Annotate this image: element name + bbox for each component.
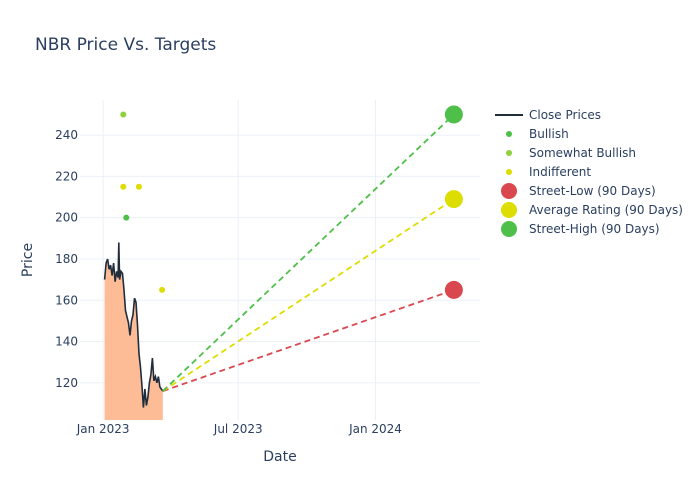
- legend-label: Bullish: [529, 127, 569, 141]
- legend-label: Street-Low (90 Days): [529, 184, 656, 198]
- legend: Close Prices Bullish Somewhat Bullish Indif…: [495, 108, 683, 237]
- close-price-line: [103, 242, 164, 408]
- legend-swatch-marker: [501, 221, 517, 237]
- y-tick-label: 120: [55, 376, 78, 390]
- legend-swatch-dot: [506, 150, 512, 156]
- y-axis-title: Price: [20, 243, 36, 277]
- y-tick-label: 220: [55, 169, 78, 183]
- legend-swatch-marker: [501, 183, 517, 199]
- x-tick-label: Jan 2024: [348, 422, 402, 436]
- rating-point: [159, 286, 166, 293]
- target-marker: [444, 190, 463, 209]
- plot-area: [103, 105, 463, 420]
- target-marker: [444, 105, 463, 124]
- target-line: [162, 113, 455, 392]
- rating-point: [120, 111, 127, 118]
- x-axis-title: Date: [263, 449, 296, 465]
- x-tick-label: Jul 2023: [213, 422, 263, 436]
- y-tick-label: 240: [55, 128, 78, 142]
- target-marker: [444, 280, 463, 299]
- legend-label: Street-High (90 Days): [529, 222, 660, 236]
- rating-point: [120, 183, 127, 190]
- rating-point: [123, 214, 130, 221]
- legend-label: Average Rating (90 Days): [529, 203, 683, 217]
- y-tick-label: 180: [55, 252, 78, 266]
- x-tick-label: Jan 2023: [76, 422, 130, 436]
- legend-label: Somewhat Bullish: [529, 146, 636, 160]
- close-price-area: [104, 242, 163, 420]
- legend-swatch-dot: [506, 131, 512, 137]
- target-line: [162, 289, 455, 392]
- chart-title: NBR Price Vs. Targets: [35, 35, 216, 55]
- legend-swatch-dot: [506, 169, 512, 175]
- y-axis-ticks: 120 140 160 180 200 220 240: [55, 128, 78, 390]
- legend-label: Indifferent: [529, 165, 591, 179]
- x-axis-ticks: Jan 2023 Jul 2023 Jan 2024: [76, 422, 402, 436]
- rating-point: [135, 183, 142, 190]
- y-tick-label: 160: [55, 293, 78, 307]
- y-tick-label: 200: [55, 211, 78, 225]
- target-line: [162, 198, 455, 392]
- grid: [80, 100, 480, 420]
- legend-label: Close Prices: [529, 108, 601, 122]
- y-tick-label: 140: [55, 335, 78, 349]
- legend-swatch-marker: [501, 202, 517, 218]
